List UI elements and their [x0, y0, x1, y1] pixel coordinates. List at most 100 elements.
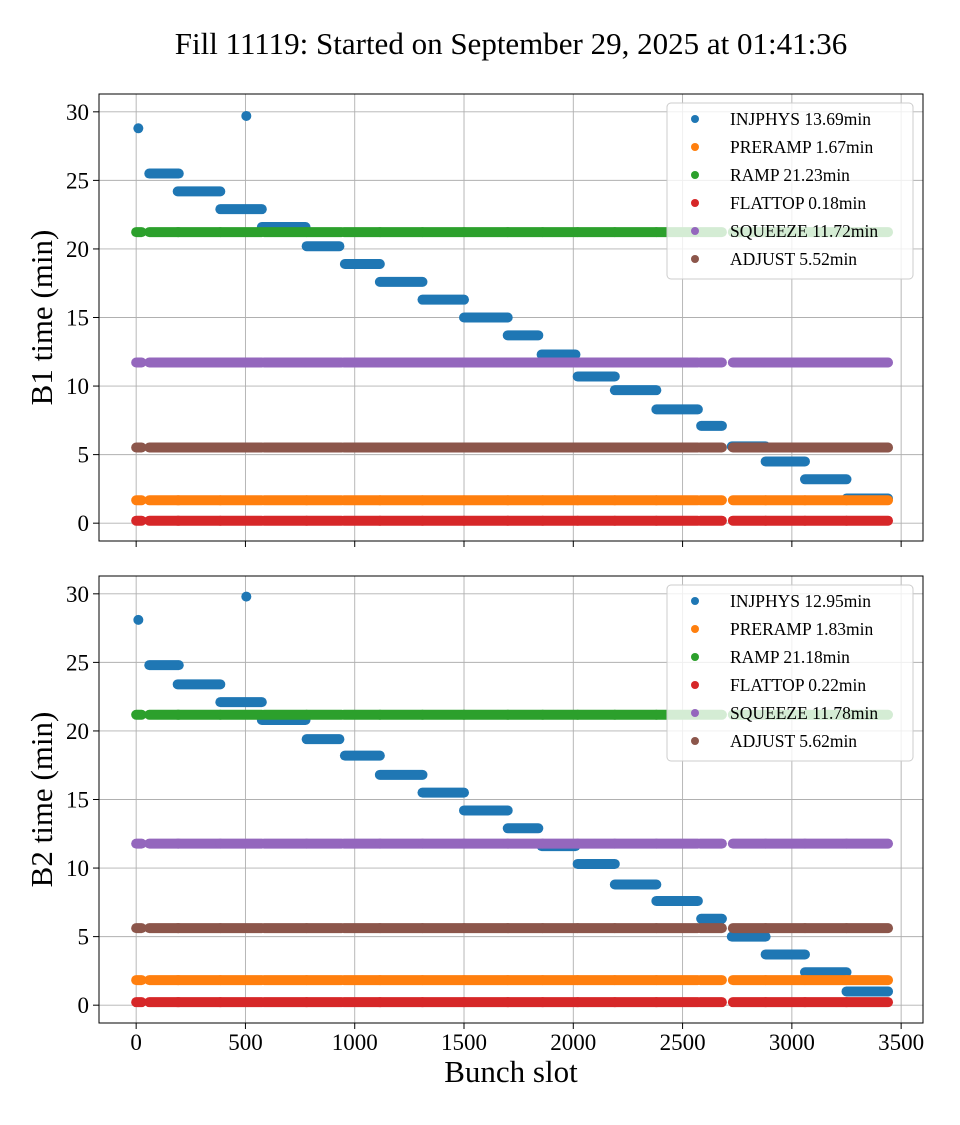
data-segment — [301, 227, 347, 238]
data-segment — [537, 709, 583, 720]
data-segment — [259, 515, 312, 526]
data-segment — [459, 312, 513, 323]
data-segment — [215, 975, 267, 986]
data-segment — [374, 923, 428, 934]
data-segment — [609, 385, 662, 396]
data-segment — [417, 997, 470, 1008]
data-segment — [339, 750, 385, 761]
ticks: 0 5 10 15 20 25 30 0 500 1000 1500 2000 2500 3000 3500 — [66, 582, 924, 1055]
data-segment — [374, 357, 428, 368]
data-segment — [338, 923, 385, 934]
series-preramp — [131, 495, 894, 506]
data-segment — [459, 227, 513, 238]
data-segment — [259, 227, 312, 238]
data-point — [241, 591, 252, 602]
data-segment — [572, 495, 620, 506]
data-segment — [259, 975, 312, 986]
y-tick-label: 15 — [66, 788, 89, 813]
data-segment — [215, 709, 267, 720]
data-segment — [727, 975, 771, 986]
data-segment — [417, 442, 470, 453]
data-segment — [131, 709, 147, 720]
data-segment — [459, 357, 513, 368]
data-segment — [651, 495, 703, 506]
data-segment — [502, 442, 548, 453]
data-segment — [537, 442, 583, 453]
legend-marker — [691, 227, 699, 235]
data-segment — [695, 515, 727, 526]
data-segment — [572, 838, 620, 849]
y-tick-label: 5 — [78, 443, 90, 468]
legend-entry: SQUEEZE 11.78min — [730, 703, 878, 723]
data-segment — [417, 975, 470, 986]
y-tick-label: 5 — [78, 925, 90, 950]
data-point — [241, 110, 252, 121]
data-segment — [131, 357, 147, 368]
data-segment — [417, 838, 470, 849]
b2-panel: 0 5 10 15 20 25 30 0 500 1000 1500 2000 2500 3000 3500… — [24, 575, 924, 1089]
data-segment — [131, 495, 147, 506]
data-segment — [609, 838, 662, 849]
legend-marker — [691, 737, 699, 745]
data-segment — [374, 227, 428, 238]
data-segment — [727, 838, 771, 849]
data-segment — [259, 709, 312, 720]
data-segment — [459, 495, 513, 506]
data-segment — [374, 495, 428, 506]
data-segment — [799, 442, 852, 453]
data-segment — [417, 787, 470, 798]
data-segment — [760, 357, 810, 368]
data-segment — [695, 923, 727, 934]
data-segment — [172, 515, 226, 526]
data-segment — [172, 838, 226, 849]
legend-entry: FLATTOP 0.22min — [730, 675, 866, 695]
ticks: 0 5 10 15 20 25 30 — [66, 100, 902, 547]
legend-marker — [691, 143, 699, 151]
data-segment — [301, 975, 347, 986]
data-segment — [301, 838, 347, 849]
data-segment — [651, 442, 703, 453]
y-tick-label: 0 — [78, 993, 90, 1018]
data-segment — [841, 495, 894, 506]
data-segment — [760, 456, 810, 467]
data-segment — [374, 997, 428, 1008]
data-segment — [215, 697, 267, 708]
data-segment — [760, 997, 810, 1008]
data-segment — [172, 227, 226, 238]
data-segment — [339, 259, 385, 270]
b1-panel: 0 5 10 15 20 25 30 B1 time (min) INJPHYS 13.69mi… — [24, 93, 924, 547]
data-segment — [537, 357, 583, 368]
data-segment — [502, 823, 544, 834]
legend-marker — [691, 171, 699, 179]
data-segment — [502, 923, 548, 934]
y-tick-label: 20 — [66, 237, 89, 262]
data-segment — [259, 495, 312, 506]
legend-marker — [691, 709, 699, 717]
figure-title: Fill 11119: Started on September 29, 202… — [175, 26, 847, 61]
legend-frame — [666, 584, 914, 762]
series-adjust — [131, 442, 894, 453]
data-segment — [259, 923, 312, 934]
data-segment — [760, 515, 810, 526]
series-flattop — [131, 997, 894, 1008]
data-segment — [417, 709, 470, 720]
data-segment — [172, 709, 226, 720]
data-segment — [572, 997, 620, 1008]
data-segment — [172, 975, 226, 986]
data-segment — [651, 404, 703, 415]
data-segment — [215, 442, 267, 453]
data-segment — [572, 858, 620, 869]
data-segment — [301, 442, 347, 453]
legend-entry: RAMP 21.23min — [730, 165, 850, 185]
data-segment — [172, 997, 226, 1008]
data-segment — [417, 294, 470, 305]
legend-entry: PRERAMP 1.67min — [730, 137, 874, 157]
data-segment — [760, 442, 810, 453]
data-segment — [215, 357, 267, 368]
data-segment — [172, 679, 226, 690]
data-segment — [537, 515, 583, 526]
data-segment — [841, 357, 894, 368]
data-segment — [799, 495, 852, 506]
